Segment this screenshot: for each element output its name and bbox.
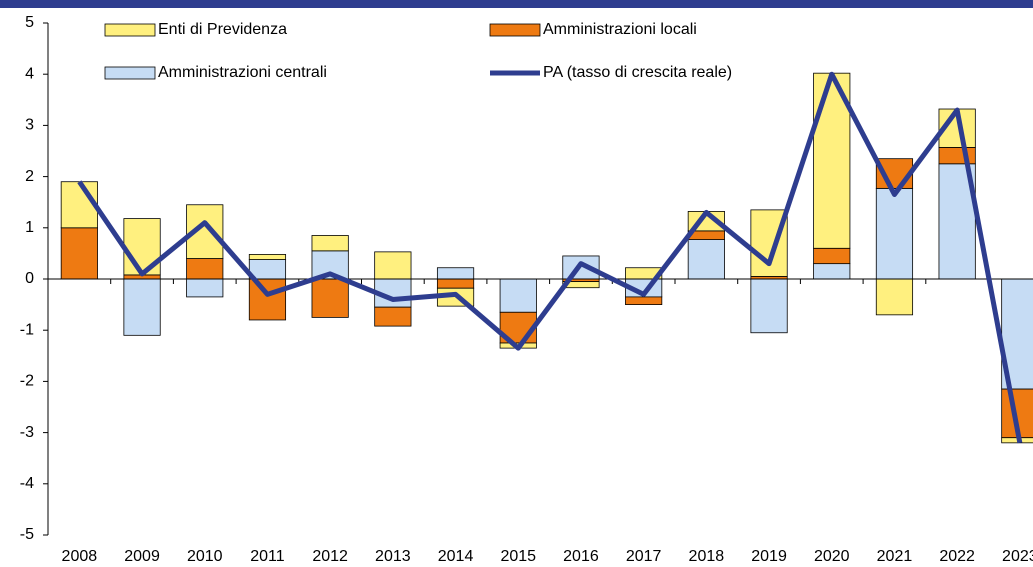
y-tick-label: -1 xyxy=(20,321,34,338)
bar xyxy=(60,227,98,280)
y-tick-label: -3 xyxy=(20,424,34,441)
bar xyxy=(499,278,537,313)
bar xyxy=(813,247,851,265)
bar xyxy=(875,187,914,280)
x-tick-label: 2019 xyxy=(751,548,787,565)
y-tick-label: 2 xyxy=(25,168,34,185)
bar xyxy=(625,296,663,306)
x-tick-label: 2016 xyxy=(563,548,599,565)
bar xyxy=(248,254,287,260)
legend-label: PA (tasso di crescita reale) xyxy=(543,64,732,81)
y-tick-label: -5 xyxy=(20,526,34,543)
bar xyxy=(311,278,349,318)
x-tick-label: 2014 xyxy=(438,548,474,565)
bar xyxy=(875,278,914,316)
x-tick-label: 2017 xyxy=(626,548,662,565)
bar xyxy=(436,278,475,289)
x-tick-label: 2018 xyxy=(689,548,725,565)
x-tick-label: 2020 xyxy=(814,548,850,565)
legend-label: Amministrazioni locali xyxy=(543,21,697,38)
bar xyxy=(186,278,224,298)
legend-swatch xyxy=(489,23,541,37)
legend-swatch xyxy=(104,66,156,80)
bar xyxy=(750,278,788,334)
bar xyxy=(186,258,224,280)
x-tick-label: 2010 xyxy=(187,548,223,565)
top-banner xyxy=(0,0,1033,8)
x-tick-label: 2012 xyxy=(312,548,348,565)
bar xyxy=(123,278,161,336)
x-tick-label: 2011 xyxy=(250,548,285,565)
x-tick-label: 2009 xyxy=(124,548,160,565)
legend-swatch xyxy=(104,23,156,37)
bar xyxy=(813,263,851,280)
x-tick-label: 2021 xyxy=(877,548,913,565)
x-tick-label: 2015 xyxy=(500,548,536,565)
bar xyxy=(938,147,976,165)
x-tick-label: 2008 xyxy=(62,548,98,565)
bar xyxy=(311,235,349,252)
bar xyxy=(248,278,287,321)
legend-label: Amministrazioni centrali xyxy=(158,64,327,81)
bar xyxy=(436,267,475,280)
x-tick-label: 2013 xyxy=(375,548,411,565)
line xyxy=(77,71,1023,444)
y-tick-label: -4 xyxy=(20,475,34,492)
x-tick-label: 2023 xyxy=(1002,548,1033,565)
bar xyxy=(374,306,412,327)
bar xyxy=(374,251,412,280)
x-tick-label: 2022 xyxy=(939,548,975,565)
y-tick-label: 0 xyxy=(25,270,34,287)
y-tick-label: 5 xyxy=(25,14,34,31)
bar xyxy=(687,239,725,280)
y-tick-label: 4 xyxy=(25,65,34,82)
y-tick-label: 1 xyxy=(25,219,34,236)
bar xyxy=(1001,388,1033,439)
legend-label: Enti di Previdenza xyxy=(158,21,287,38)
bar xyxy=(60,181,98,229)
y-tick-label: -2 xyxy=(20,373,34,390)
y-tick-label: 3 xyxy=(25,117,34,134)
